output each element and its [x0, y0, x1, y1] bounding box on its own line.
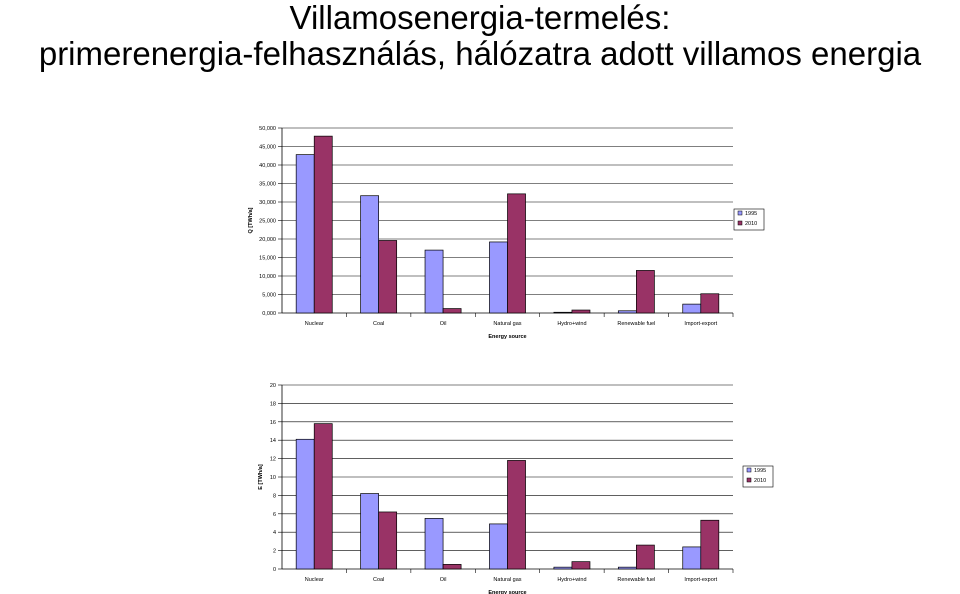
x-tick-label-natural-gas: Natural gas	[493, 577, 521, 583]
bar-1995-hydro-wind	[553, 311, 573, 314]
y-axis-label: Q [TWh/a]	[248, 207, 254, 233]
bar-2010-renewable-fuel	[636, 544, 655, 570]
bar-1995-natural-gas	[489, 523, 508, 570]
x-tick-label-renewable-fuel: Renewable fuel	[617, 321, 655, 327]
bar-2010-oil	[442, 564, 462, 570]
legend-swatch-1995	[737, 210, 743, 216]
y-tick-label: 2	[273, 549, 276, 555]
x-tick-label-oil: Oil	[440, 321, 447, 327]
legend-label-1995: 1995	[754, 468, 766, 474]
x-tick-label-import-export: Import-export	[684, 577, 717, 583]
primary-energy-chart: 0,000 5,000 10,000 15,000 20,000 25,000 30,000…	[248, 126, 765, 340]
bar-1995-hydro-wind	[553, 566, 573, 570]
y-tick-label: 6	[273, 512, 276, 518]
x-axis-label: Energy source	[488, 334, 526, 340]
bar-1995-renewable-fuel	[617, 566, 637, 570]
y-tick-label: 30,000	[259, 200, 276, 206]
x-tick-label-hydro-wind: Hydro+wind	[557, 577, 586, 583]
electric-energy-chart: 0 2 4 6 8 10 12 14 16 18 20 Nuclear Coal Oil Natural g…	[258, 383, 774, 594]
bar-2010-import-export	[700, 519, 720, 570]
bar-1995-import-export	[682, 546, 702, 570]
y-tick-label: 12	[270, 457, 276, 463]
bar-2010-hydro-wind	[571, 309, 591, 314]
y-axis-label: E [TWh/a]	[258, 464, 264, 490]
x-tick-label-nuclear: Nuclear	[305, 577, 324, 583]
bar-1995-oil	[424, 249, 444, 314]
y-tick-label: 35,000	[259, 182, 276, 188]
y-tick-label: 0,000	[262, 311, 276, 317]
legend-label-2010: 2010	[745, 221, 757, 227]
x-tick-label-renewable-fuel: Renewable fuel	[617, 577, 655, 583]
bar-1995-natural-gas	[489, 241, 508, 314]
legend-swatch-2010	[737, 220, 743, 226]
bar-2010-natural-gas	[507, 193, 526, 314]
x-tick-label-import-export: Import-export	[684, 321, 717, 327]
bar-1995-coal	[360, 493, 379, 570]
y-tick-label: 20	[270, 383, 276, 389]
y-tick-label: 0	[273, 567, 276, 573]
y-tick-label: 16	[270, 420, 276, 426]
legend-label-1995: 1995	[745, 211, 757, 217]
bar-2010-oil	[442, 308, 462, 314]
bar-1995-renewable-fuel	[617, 310, 637, 314]
bar-1995-import-export	[682, 303, 702, 314]
bar-2010-nuclear	[313, 423, 333, 570]
x-tick-label-coal: Coal	[373, 577, 384, 583]
bar-2010-hydro-wind	[571, 561, 591, 570]
bar-1995-nuclear	[295, 154, 315, 314]
x-tick-label-hydro-wind: Hydro+wind	[557, 321, 586, 327]
y-tick-label: 5,000	[262, 293, 276, 299]
x-tick-label-oil: Oil	[440, 577, 447, 583]
x-tick-label-nuclear: Nuclear	[305, 321, 324, 327]
y-tick-label: 18	[270, 401, 276, 407]
bar-2010-coal	[378, 240, 398, 314]
y-tick-label: 10,000	[259, 274, 276, 280]
page-title-line-2: primerenergia-felhasználás, hálózatra ad…	[38, 35, 922, 72]
bar-1995-oil	[424, 518, 444, 570]
bar-2010-nuclear	[313, 135, 333, 314]
legend: 1995 2010	[733, 208, 765, 231]
bar-2010-coal	[378, 511, 398, 570]
y-tick-label: 45,000	[259, 145, 276, 151]
y-tick-label: 4	[273, 530, 276, 536]
legend-swatch-1995	[746, 467, 752, 473]
x-axis-label: Energy source	[488, 590, 526, 594]
y-tick-label: 14	[270, 438, 276, 444]
bar-2010-import-export	[700, 293, 720, 314]
legend-label-2010: 2010	[754, 478, 766, 484]
legend: 1995 2010	[742, 465, 774, 488]
y-tick-label: 10	[270, 475, 276, 481]
bar-1995-nuclear	[295, 438, 315, 570]
y-tick-label: 40,000	[259, 163, 276, 169]
x-tick-label-natural-gas: Natural gas	[493, 321, 521, 327]
y-tick-label: 15,000	[259, 256, 276, 262]
y-tick-label: 20,000	[259, 237, 276, 243]
bar-2010-natural-gas	[507, 460, 526, 570]
y-tick-label: 25,000	[259, 219, 276, 225]
y-tick-label: 8	[273, 493, 276, 499]
page-title-line-1: Villamosenergia-termelés:	[289, 0, 671, 36]
y-tick-label: 50,000	[259, 126, 276, 132]
x-tick-label-coal: Coal	[373, 321, 384, 327]
bar-1995-coal	[360, 195, 379, 314]
legend-swatch-2010	[746, 477, 752, 483]
bar-2010-renewable-fuel	[636, 270, 655, 314]
